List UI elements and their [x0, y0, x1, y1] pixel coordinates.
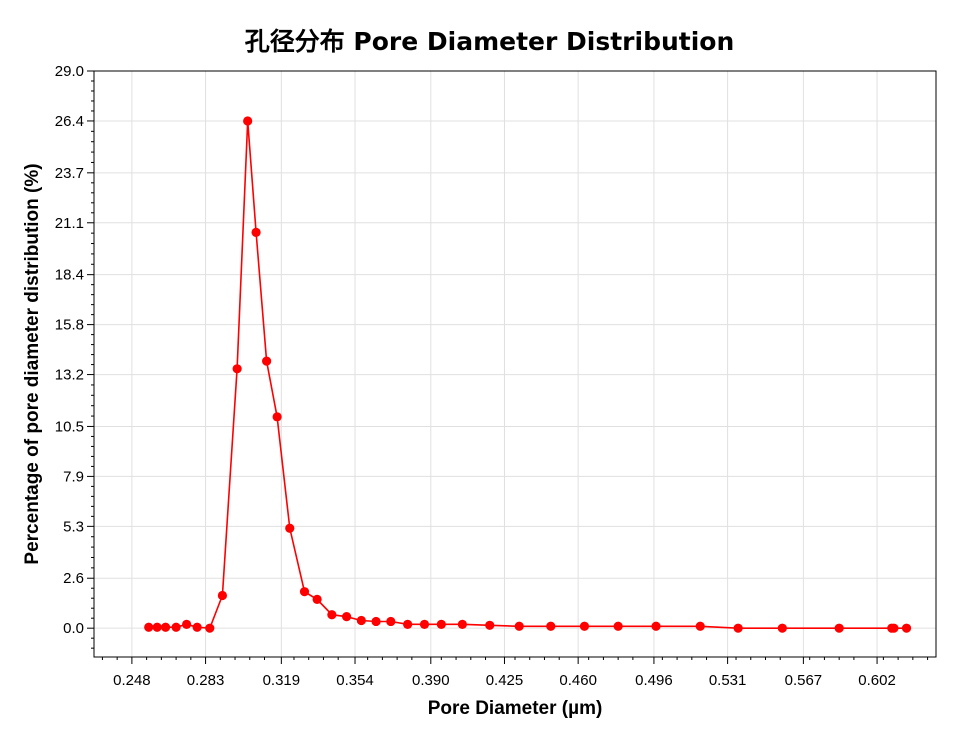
data-point [386, 616, 396, 627]
data-point [243, 116, 253, 126]
data-point [436, 619, 446, 629]
data-point [579, 621, 590, 631]
series-line [148, 120, 907, 630]
data-point [613, 621, 623, 631]
y-tick-label: 18.4 [55, 267, 84, 284]
y-axis-title: Percentage of pore diameter distribution… [22, 163, 43, 564]
data-point [182, 619, 192, 629]
data-point [272, 412, 282, 422]
data-point [546, 621, 556, 631]
data-point [152, 622, 162, 632]
data-point [192, 622, 202, 632]
x-tick-label: 0.531 [709, 672, 747, 689]
y-tick-label: 29.0 [55, 63, 84, 80]
grid-lines [94, 70, 936, 657]
y-tick-label: 26.4 [55, 113, 84, 130]
x-tick-label: 0.390 [412, 672, 450, 689]
data-point [160, 622, 171, 632]
data-point [371, 616, 381, 627]
data-point [419, 619, 430, 629]
data-series [144, 116, 912, 633]
data-point [514, 621, 524, 631]
data-point [889, 623, 899, 633]
x-tick-label: 0.283 [187, 672, 225, 689]
chart-title: 孔径分布 Pore Diameter Distribution [244, 27, 735, 56]
x-axis-title: Pore Diameter (µm) [428, 698, 603, 719]
data-point [777, 623, 787, 633]
data-point [403, 619, 413, 629]
y-tick-label: 7.9 [63, 468, 84, 485]
data-point [695, 621, 705, 631]
y-tick-label: 23.7 [55, 165, 84, 182]
data-point [312, 594, 322, 604]
x-tick-label: 0.425 [486, 672, 524, 689]
axes: 0.0 2.6 5.3 7.9 10.5 13.2 15.8 18.4 21.1 23.7 26.4… [55, 63, 929, 689]
y-tick-label: 21.1 [55, 215, 84, 232]
data-point [299, 587, 310, 597]
data-point [901, 623, 912, 633]
data-point [327, 610, 337, 620]
y-tick-label: 2.6 [63, 570, 84, 587]
y-tick-label: 0.0 [63, 620, 84, 637]
x-tick-label: 0.602 [858, 672, 896, 689]
data-point [651, 621, 661, 631]
data-point [834, 623, 844, 633]
x-tick-label: 0.496 [635, 672, 673, 689]
y-tick-label: 13.2 [55, 367, 84, 384]
data-point [171, 622, 181, 632]
data-point [144, 622, 154, 632]
x-tick-label: 0.319 [263, 672, 301, 689]
x-tick-label: 0.354 [336, 672, 374, 689]
y-tick-label: 5.3 [63, 518, 84, 535]
x-tick-label: 0.248 [113, 672, 151, 689]
data-point [356, 615, 366, 626]
data-point [205, 623, 215, 633]
x-tick-label: 0.460 [559, 672, 597, 689]
y-tick-label: 10.5 [55, 418, 84, 435]
data-point [251, 227, 261, 237]
y-tick-label: 15.8 [55, 317, 84, 334]
data-point [485, 620, 495, 630]
data-point [457, 619, 467, 629]
data-point [217, 590, 228, 601]
data-point [733, 623, 743, 633]
x-tick-label: 0.567 [785, 672, 823, 689]
data-point [262, 356, 272, 366]
data-point [342, 612, 352, 622]
data-point [232, 364, 242, 374]
data-point [285, 523, 295, 533]
plot-frame [93, 70, 937, 658]
